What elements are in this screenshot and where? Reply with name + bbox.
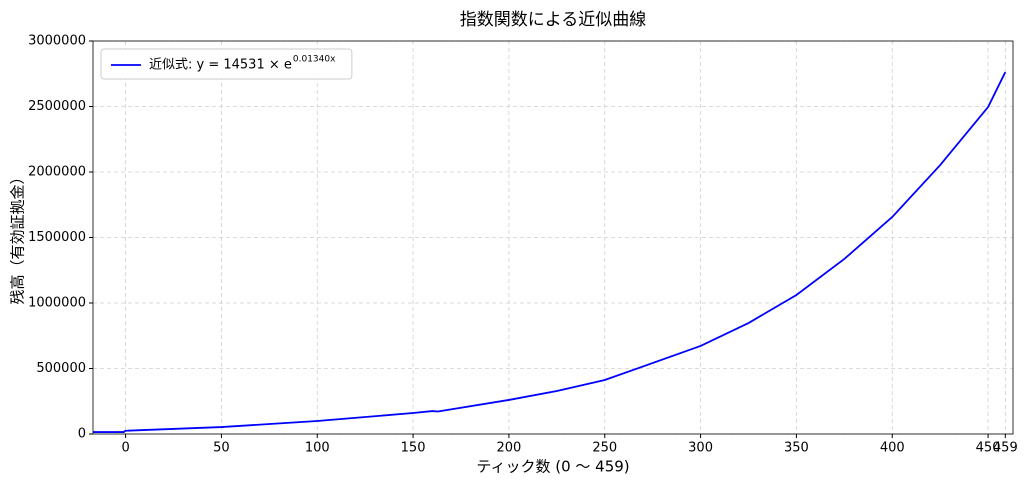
x-tick-label: 150 xyxy=(401,441,426,456)
x-tick-label: 350 xyxy=(784,441,809,456)
y-axis-label: 残高（有効証拠金） xyxy=(9,169,27,304)
plot-frame xyxy=(92,40,1014,435)
y-tick-label: 2000000 xyxy=(28,165,86,180)
data-line xyxy=(93,71,1007,433)
legend-label: 近似式: y = 14531 × e xyxy=(149,58,292,73)
x-tick-label: 459 xyxy=(993,441,1018,456)
y-tick-label: 3000000 xyxy=(28,34,86,49)
y-tick-label: 2500000 xyxy=(28,99,86,114)
y-tick-label: 1000000 xyxy=(28,296,86,311)
chart-title: 指数関数による近似曲線 xyxy=(460,10,647,30)
x-tick-label: 100 xyxy=(305,441,330,456)
x-tick-label: 200 xyxy=(497,441,522,456)
x-axis-label: ティック数 (0 ～ 459) xyxy=(476,458,629,476)
y-tick-label: 500000 xyxy=(36,361,86,376)
x-tick-label: 400 xyxy=(880,441,905,456)
x-tick-label: 50 xyxy=(213,441,230,456)
x-tick-label: 450 xyxy=(976,441,1001,456)
x-tick-label: 250 xyxy=(592,441,617,456)
x-tick-label: 0 xyxy=(121,441,129,456)
legend-exponent: 0.01340x xyxy=(293,55,336,65)
legend-box xyxy=(100,48,353,80)
y-tick-label: 0 xyxy=(78,427,86,442)
y-tick-label: 1500000 xyxy=(28,230,86,245)
x-tick-label: 300 xyxy=(688,441,713,456)
